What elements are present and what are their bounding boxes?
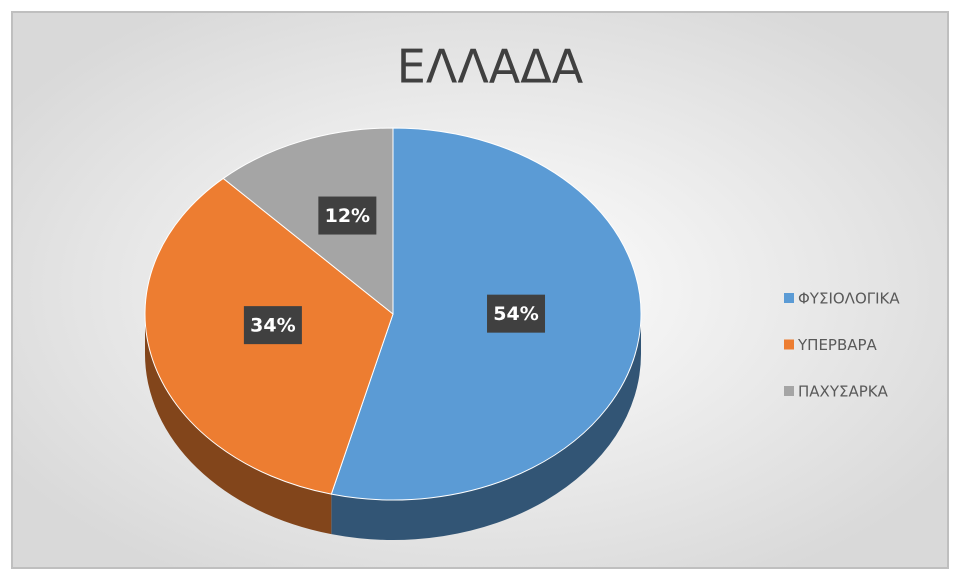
data-label: 12% xyxy=(318,196,377,235)
data-label-box xyxy=(487,294,546,333)
legend-label: ΠΑΧΥΣΑΡΚΑ xyxy=(798,383,889,401)
pie-side xyxy=(331,314,641,540)
legend-swatch xyxy=(784,293,794,303)
data-label-text: 54% xyxy=(493,303,538,325)
legend-label: ΦΥΣΙΟΛΟΓΙΚΑ xyxy=(798,290,900,308)
data-label-text: 34% xyxy=(250,315,295,337)
legend-label: ΥΠΕΡΒΑΡΑ xyxy=(797,336,878,354)
chart-title: ΕΛΛΑΔΑ xyxy=(397,40,584,94)
data-label: 54% xyxy=(487,294,546,333)
data-label-box xyxy=(243,306,302,345)
pie-slice xyxy=(222,127,394,316)
data-label-box xyxy=(318,196,377,235)
legend-swatch xyxy=(784,339,794,350)
data-label: 34% xyxy=(243,306,302,345)
pie-side xyxy=(145,314,332,535)
pie-slice xyxy=(330,127,642,501)
legend-swatch xyxy=(784,386,794,396)
data-label-text: 12% xyxy=(325,205,370,227)
